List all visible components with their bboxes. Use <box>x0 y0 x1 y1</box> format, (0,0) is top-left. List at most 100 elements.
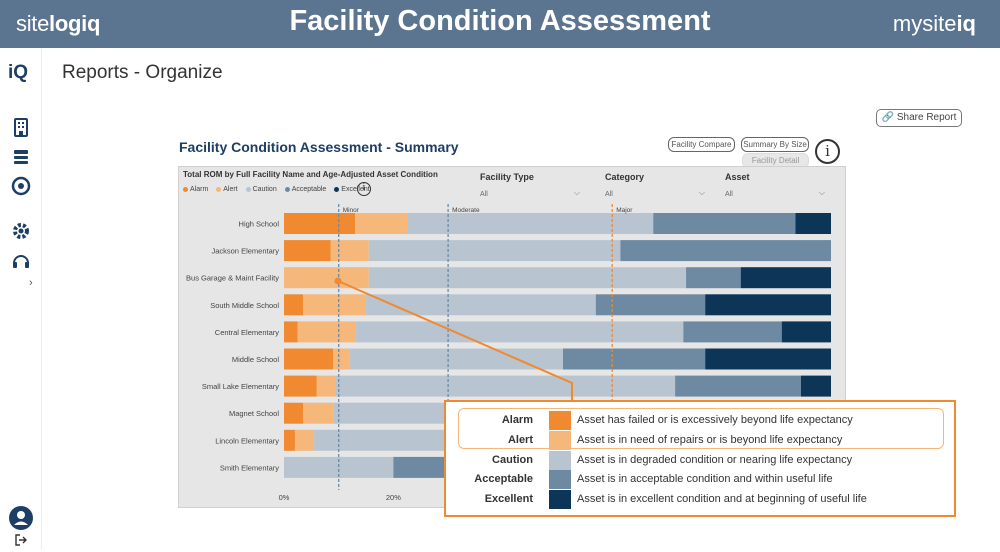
bar-alarm[interactable] <box>284 321 298 343</box>
bar-excellent[interactable] <box>781 321 831 343</box>
callout-row-alarm: Alarm Asset has failed or is excessively… <box>446 411 946 430</box>
condition-legend-callout: Alarm Asset has failed or is excessively… <box>444 400 956 517</box>
x-tick-label: 0% <box>279 493 290 502</box>
bar-acceptable[interactable] <box>595 294 706 316</box>
bar-alert[interactable] <box>284 267 369 289</box>
category-label: Middle School <box>232 355 279 364</box>
chart-subtitle: Total ROM by Full Facility Name and Age-… <box>183 170 438 179</box>
bar-excellent[interactable] <box>800 375 831 397</box>
bar-caution[interactable] <box>368 267 687 289</box>
legend-acceptable: Acceptable <box>284 186 330 193</box>
chevron-down-icon: ⌵ <box>698 188 705 197</box>
report-title: Facility Condition Assessment - Summary <box>179 139 459 155</box>
legend-alert: Alert <box>216 186 240 193</box>
callout-row-alert: Alert Asset is in need of repairs or is … <box>446 431 946 450</box>
share-report-button[interactable]: 🔗 Share Report <box>876 109 962 127</box>
bar-excellent[interactable] <box>705 348 831 370</box>
facility-type-filter[interactable]: Facility Type All ⌵ <box>480 172 580 198</box>
callout-row-acceptable: Acceptable Asset is in acceptable condit… <box>446 470 946 489</box>
bar-caution[interactable] <box>407 213 654 234</box>
bar-alert[interactable] <box>303 402 334 424</box>
alarm-alert-highlight <box>458 408 944 449</box>
bar-excellent[interactable] <box>740 267 831 289</box>
chevron-down-icon: ⌵ <box>818 188 825 197</box>
bar-alarm[interactable] <box>284 429 295 451</box>
bar-acceptable[interactable] <box>683 321 782 343</box>
category-label: Small Lake Elementary <box>202 382 279 391</box>
bar-caution[interactable] <box>368 240 621 262</box>
mysiteiq-logo[interactable]: mysiteiq <box>892 11 976 36</box>
caution-swatch <box>549 451 571 470</box>
legend-caution: Caution <box>245 186 280 193</box>
category-label: Bus Garage & Maint Facility <box>186 274 279 283</box>
chart-legend: Alarm Alert Caution Acceptable Excellent <box>183 186 376 193</box>
acceptable-swatch <box>549 470 571 489</box>
reference-label: Major <box>616 207 633 214</box>
sitelogiq-logo[interactable]: sitelogiq <box>16 11 101 36</box>
bar-acceptable[interactable] <box>675 375 801 397</box>
legend-alarm: Alarm <box>183 186 211 193</box>
category-label: Lincoln Elementary <box>215 436 279 445</box>
gear-icon[interactable] <box>10 220 32 242</box>
category-label: High School <box>239 220 280 229</box>
legend-excellent: Excellent <box>334 186 372 193</box>
category-label: Central Elementary <box>215 328 279 337</box>
bar-caution[interactable] <box>366 294 596 316</box>
category-filter[interactable]: Category All ⌵ <box>605 172 705 198</box>
excellent-swatch <box>549 490 571 509</box>
chevron-down-icon: ⌵ <box>573 188 580 197</box>
bar-alarm[interactable] <box>284 240 331 262</box>
bar-alert[interactable] <box>297 321 356 343</box>
bar-alarm[interactable] <box>284 348 334 370</box>
bar-caution[interactable] <box>349 348 563 370</box>
reference-label: Moderate <box>452 207 480 214</box>
reference-label: Minor <box>343 207 360 214</box>
list-icon[interactable] <box>10 146 32 168</box>
category-label: South Middle School <box>210 301 279 310</box>
bar-alert[interactable] <box>355 213 408 234</box>
headset-icon[interactable] <box>10 250 32 272</box>
bar-acceptable[interactable] <box>620 240 831 262</box>
alarm-swatch <box>549 411 571 430</box>
bar-acceptable[interactable] <box>686 267 741 289</box>
bar-alarm[interactable] <box>284 213 356 234</box>
bar-caution[interactable] <box>284 456 394 478</box>
dashboard-icon[interactable] <box>10 175 32 197</box>
bar-alert[interactable] <box>294 429 315 451</box>
info-icon[interactable]: i <box>815 139 840 164</box>
callout-leader-line <box>337 280 573 400</box>
bar-excellent[interactable] <box>795 213 831 234</box>
bar-acceptable[interactable] <box>562 348 706 370</box>
page-title: Reports - Organize <box>62 62 223 83</box>
bar-excellent[interactable] <box>705 294 831 316</box>
x-tick-label: 20% <box>386 493 401 502</box>
app-title: Facility Condition Assessment <box>289 5 711 37</box>
iq-logo[interactable]: iQ <box>8 62 29 83</box>
top-bar: sitelogiq Facility Condition Assessment … <box>0 0 1000 48</box>
building-icon[interactable] <box>10 116 32 138</box>
category-label: Smith Elementary <box>220 463 279 472</box>
callout-anchor-dot <box>334 277 342 285</box>
summary-by-size-button[interactable]: Summary By Size <box>741 137 809 152</box>
facility-compare-button[interactable]: Facility Compare <box>668 137 735 152</box>
bar-acceptable[interactable] <box>653 213 796 234</box>
link-icon: 🔗 <box>881 112 895 123</box>
asset-filter[interactable]: Asset All ⌵ <box>725 172 825 198</box>
category-label: Magnet School <box>229 409 279 418</box>
bar-alarm[interactable] <box>284 375 317 397</box>
chart-info-icon[interactable]: i <box>357 182 371 196</box>
bar-alarm[interactable] <box>284 294 304 316</box>
bar-caution[interactable] <box>335 375 676 397</box>
alert-swatch <box>549 431 571 450</box>
bar-alert[interactable] <box>333 348 350 370</box>
bar-alarm[interactable] <box>284 402 304 424</box>
bar-alert[interactable] <box>303 294 367 316</box>
logout-icon[interactable] <box>14 533 28 547</box>
user-icon[interactable] <box>8 505 34 531</box>
expand-chevron-icon[interactable]: › <box>29 277 33 289</box>
bar-caution[interactable] <box>355 321 684 343</box>
bar-alert[interactable] <box>330 240 369 262</box>
callout-row-excellent: Excellent Asset is in excellent conditio… <box>446 490 946 509</box>
bar-alert[interactable] <box>316 375 336 397</box>
callout-row-caution: Caution Asset is in degraded condition o… <box>446 451 946 470</box>
